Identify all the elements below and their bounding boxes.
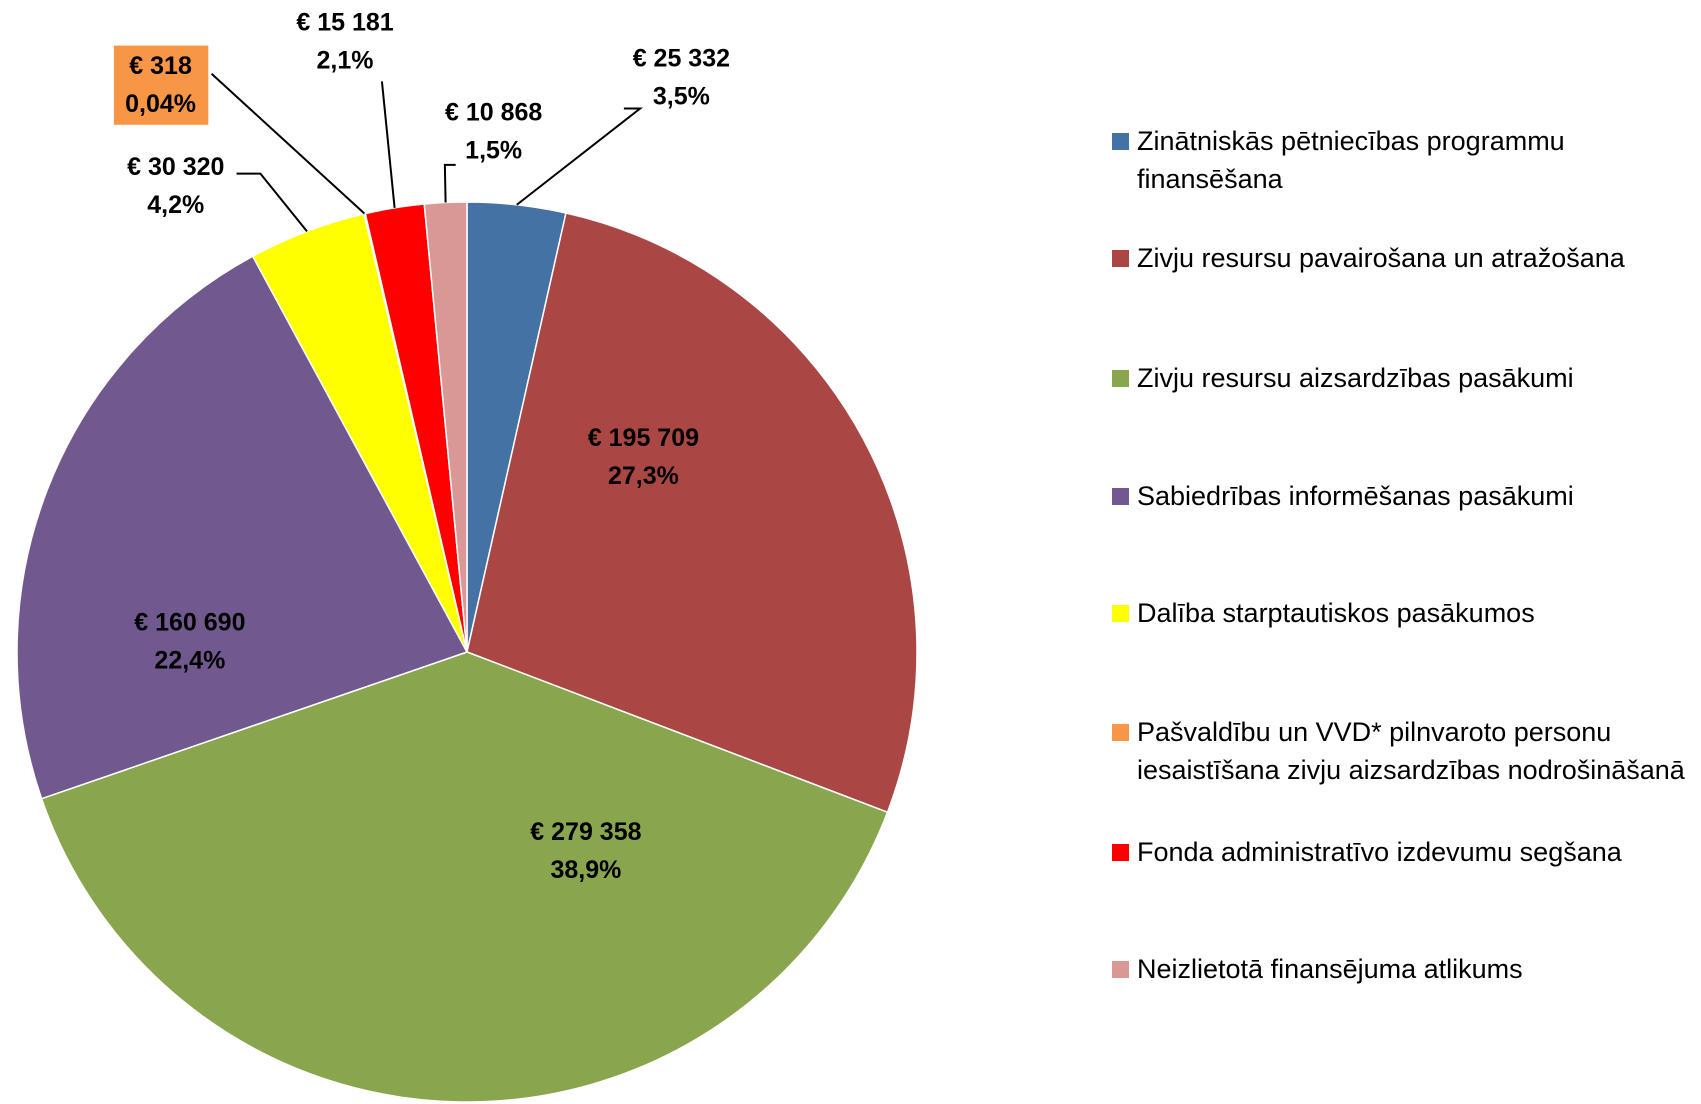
- legend-label: Sabiedrības informēšanas pasākumi: [1137, 480, 1574, 511]
- pie-slice: [466, 212, 918, 814]
- legend-swatch: [1112, 487, 1129, 505]
- data-label: € 10 868: [445, 99, 542, 127]
- leader-line: [380, 81, 396, 208]
- legend-swatch: [1112, 724, 1129, 742]
- label-box: [113, 45, 209, 125]
- percent-label: 3,5%: [653, 82, 710, 110]
- data-label: € 195 709: [588, 424, 699, 452]
- leader-line: [516, 107, 644, 206]
- data-label: € 30 320: [127, 153, 224, 181]
- legend-swatch: [1112, 605, 1129, 623]
- legend-swatch: [1112, 133, 1129, 151]
- legend-swatch: [1112, 960, 1129, 978]
- legend-label: Dalība starptautiskos pasākumos: [1137, 598, 1535, 629]
- legend-label: Pašvaldību un VVD* pilnvaroto personu ie…: [1137, 717, 1685, 786]
- percent-label: 22,4%: [154, 646, 225, 674]
- percent-label: 1,5%: [465, 137, 522, 165]
- percent-label: 27,3%: [608, 462, 679, 490]
- data-label: € 160 690: [134, 608, 245, 636]
- data-label: € 318: [129, 52, 192, 80]
- legend-label: Zivju resursu aizsardzības pasākumi: [1137, 362, 1574, 393]
- legend-swatch: [1112, 250, 1129, 268]
- percent-label: 4,2%: [147, 191, 204, 219]
- pie-slice: [423, 201, 468, 653]
- pie-slice: [16, 255, 469, 800]
- legend-label: Fonda administratīvo izdevumu segšana: [1137, 836, 1622, 867]
- pie-slice: [40, 651, 889, 1103]
- data-label: € 15 181: [296, 8, 393, 36]
- percent-label: 38,9%: [550, 856, 621, 884]
- legend-label: Neizlietotā finansējuma atlikums: [1137, 953, 1523, 984]
- legend-swatch: [1112, 843, 1129, 861]
- data-label: € 25 332: [633, 44, 730, 72]
- data-label: € 279 358: [530, 818, 641, 846]
- legend-label: Zinātniskās pētniecības programmu finans…: [1137, 126, 1565, 195]
- legend-label: Zivju resursu pavairošana un atražošana: [1137, 243, 1625, 274]
- percent-label: 2,1%: [317, 46, 374, 74]
- leader-line: [236, 172, 308, 233]
- leader-line: [210, 73, 366, 215]
- legend-swatch: [1112, 369, 1129, 387]
- leader-line: [443, 163, 456, 203]
- percent-label: 0,04%: [125, 90, 196, 118]
